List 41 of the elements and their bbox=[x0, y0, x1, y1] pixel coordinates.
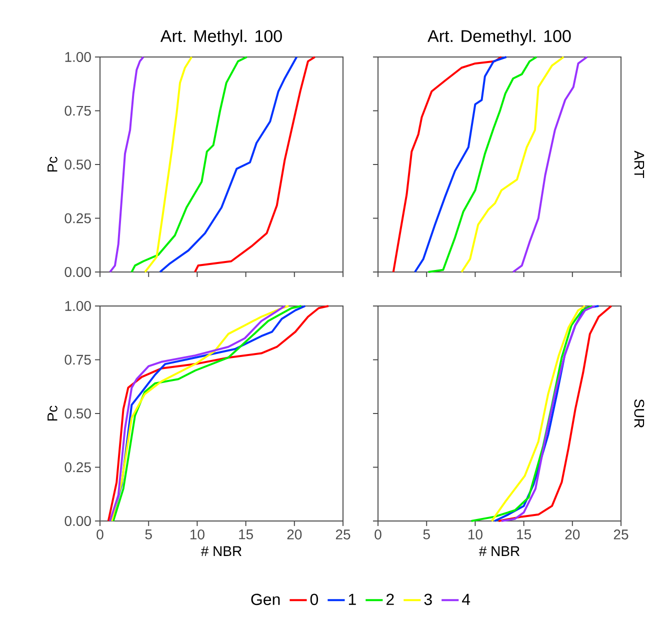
legend-label: 2 bbox=[386, 594, 394, 605]
chart-title: Art. Demethyl. 100 bbox=[428, 30, 571, 46]
y2-axis-title: SUR bbox=[634, 399, 644, 428]
x-tick-label: 0 bbox=[374, 530, 382, 540]
y-tick-label: 1.00 bbox=[65, 301, 91, 311]
chart-title: Art. Methyl. 100 bbox=[160, 30, 282, 46]
line-series bbox=[130, 56, 248, 273]
x-axis-title: # NBR bbox=[200, 546, 242, 556]
y2-axis-title: ART bbox=[634, 150, 644, 178]
x-tick-label: 0 bbox=[96, 530, 104, 540]
legend-label: 3 bbox=[424, 594, 432, 606]
legend-label: 4 bbox=[462, 594, 470, 605]
x-axis-title: # NBR bbox=[478, 546, 520, 556]
y-tick-label: 0.75 bbox=[64, 106, 91, 116]
line-series bbox=[194, 56, 316, 273]
x-tick-label: 5 bbox=[423, 530, 430, 540]
y-tick-label: 0.50 bbox=[64, 160, 91, 170]
legend-label: 0 bbox=[310, 594, 318, 606]
y-tick-label: 0.00 bbox=[64, 267, 91, 277]
line-series bbox=[144, 56, 193, 273]
legend-label: 1 bbox=[348, 594, 356, 605]
x-tick-label: 15 bbox=[239, 530, 253, 540]
y-axis-title: Pc bbox=[48, 406, 58, 421]
x-tick-label: 15 bbox=[517, 530, 532, 540]
legend-title: Gen bbox=[251, 594, 280, 606]
x-tick-label: 25 bbox=[336, 530, 350, 540]
y-tick-label: 1.00 bbox=[65, 52, 91, 62]
x-tick-label: 10 bbox=[468, 530, 482, 540]
y-tick-label: 0.25 bbox=[64, 213, 91, 224]
y-tick-label: 0.75 bbox=[64, 354, 91, 365]
y-tick-label: 0.25 bbox=[64, 462, 91, 472]
y-axis-title: Pc bbox=[48, 156, 58, 172]
x-tick-label: 5 bbox=[145, 530, 152, 540]
line-series bbox=[109, 56, 144, 273]
x-tick-label: 20 bbox=[287, 530, 302, 540]
x-tick-label: 10 bbox=[190, 530, 204, 540]
x-tick-label: 20 bbox=[565, 530, 580, 540]
line-series bbox=[158, 56, 298, 273]
x-tick-label: 25 bbox=[614, 530, 628, 540]
y-tick-label: 0.50 bbox=[64, 408, 91, 418]
y-tick-label: 0.00 bbox=[64, 516, 91, 526]
